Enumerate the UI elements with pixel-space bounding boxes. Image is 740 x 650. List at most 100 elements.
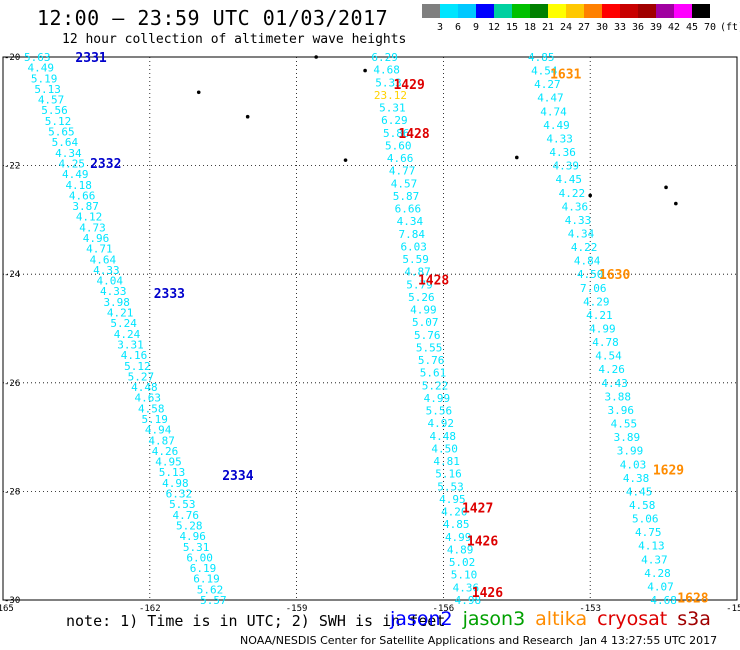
scale-label: 42: [667, 22, 681, 33]
swh-value-cryosat: 6.29: [371, 51, 398, 64]
swh-value-jason2: 5.19: [31, 72, 58, 85]
swh-value-cryosat: 6.66: [395, 203, 422, 216]
scale-label: 3: [436, 22, 444, 33]
swh-value-jason2: 5.13: [159, 466, 186, 479]
swh-value-altika: 4.54: [595, 350, 622, 363]
swh-value-jason2: 5.28: [176, 519, 203, 532]
scale-label: 6: [454, 22, 462, 33]
swh-value-jason2: 5.19: [141, 413, 168, 426]
scale-label: 39: [649, 22, 663, 33]
scale-swatch: [422, 4, 440, 18]
swh-value-altika: 4.85: [528, 51, 555, 64]
swh-value-jason2: 5.56: [41, 104, 68, 117]
scale-swatch: [458, 4, 476, 18]
latitude-label: -28: [4, 487, 20, 497]
swh-value-cryosat: 5.31: [379, 102, 406, 115]
latitude-label: -26: [4, 379, 20, 389]
swh-value-jason2: 4.33: [100, 285, 127, 298]
swh-value-altika: 4.38: [623, 472, 650, 485]
swh-value-cryosat: 6.29: [381, 114, 408, 127]
swh-value-altika: 4.03: [620, 458, 647, 471]
swh-value-altika: 4.13: [638, 540, 665, 553]
scale-label: 18: [523, 22, 537, 33]
swh-value-cryosat: 4.34: [397, 215, 424, 228]
swh-value-jason2: 4.94: [145, 424, 172, 437]
scale-label: 15: [505, 22, 519, 33]
swh-value-altika: 4.22: [571, 241, 598, 254]
swh-value-cryosat: 4.99: [445, 531, 472, 544]
swh-value-jason2: 3.98: [103, 296, 130, 309]
swh-value-altika: 4.45: [626, 485, 653, 498]
pass-number-label: 2333: [154, 287, 185, 302]
swh-value-altika: 4.47: [537, 92, 564, 105]
scale-swatch: [620, 4, 638, 18]
scale-label: 27: [577, 22, 591, 33]
legend-altika: altika: [535, 608, 588, 630]
map-frame: [2, 56, 738, 601]
swh-value-altika: 4.33: [546, 132, 573, 145]
swh-value-jason2: 4.49: [62, 168, 89, 181]
island-marker: [588, 193, 592, 198]
longitude-label: -162: [139, 604, 161, 614]
pass-number-label: 2332: [90, 157, 121, 172]
swh-value-jason2: 4.71: [86, 243, 113, 256]
map-subtitle: 12 hour collection of altimeter wave hei…: [62, 32, 407, 47]
swh-value-jason2: 4.76: [173, 509, 200, 522]
scale-swatch: [602, 4, 620, 18]
swh-value-cryosat: 4.66: [387, 152, 414, 165]
swh-value-jason2: 4.66: [69, 189, 96, 202]
island-marker: [674, 201, 678, 206]
longitude-label: -159: [286, 604, 308, 614]
swh-value-jason2: 5.27: [128, 370, 155, 383]
scale-swatch: [638, 4, 656, 18]
timestamp: Jan 4 13:27:55 UTC 2017: [580, 634, 718, 647]
island-marker: [343, 158, 348, 162]
swh-value-altika: 4.54: [531, 65, 558, 78]
scale-unit: (ft): [720, 22, 740, 33]
swh-value-jason2: 5.65: [48, 126, 75, 139]
swh-value-altika: 4.50: [577, 268, 604, 281]
legend-cryosat: cryosat: [597, 608, 668, 630]
swh-value-cryosat: 5.33: [375, 76, 402, 89]
swh-value-altika: 4.37: [641, 553, 668, 566]
longitude-label: -156: [433, 604, 455, 614]
swh-value-cryosat: 4.57: [391, 177, 418, 190]
latitude-label: -24: [4, 270, 20, 280]
scale-swatch: [476, 4, 494, 18]
swh-value-jason2: 6.32: [166, 488, 193, 501]
swh-value-jason2: 4.49: [27, 62, 54, 75]
scale-label: 70: [703, 22, 717, 33]
legend-jason3: jason3: [462, 608, 526, 630]
scale-swatch: [548, 4, 566, 18]
swh-value-jason2: 4.73: [79, 221, 106, 234]
swh-value-altika: 4.27: [534, 78, 561, 91]
swh-value-altika: 4.21: [586, 309, 613, 322]
swh-value-altika: 4.55: [611, 418, 638, 431]
note-text: note: 1) Time is in UTC; 2) SWH is in fe…: [66, 612, 446, 630]
swh-value-cryosat: 4.99: [424, 392, 451, 405]
swh-value-jason2: 6.00: [186, 551, 213, 564]
swh-value-jason2: 4.12: [76, 211, 103, 224]
map-title: 12:00 – 23:59 UTC 01/03/2017: [37, 6, 389, 30]
swh-value-cryosat: 5.55: [416, 341, 443, 354]
island-marker: [515, 155, 519, 160]
swh-value-jason2: 5.12: [45, 115, 72, 128]
scale-swatch: [440, 4, 458, 18]
swh-value-cryosat: 4.92: [428, 417, 455, 430]
legend-jason2: jason2: [390, 608, 453, 630]
swh-value-jason2: 4.57: [38, 94, 65, 107]
swh-value-jason2: 3.31: [117, 338, 144, 351]
swh-value-cryosat: 4.85: [443, 518, 470, 531]
swh-value-cryosat: 5.87: [393, 190, 420, 203]
swh-value-jason2: 6.19: [190, 562, 217, 575]
swh-value-cryosat: 5.56: [426, 405, 453, 418]
latitude-label: -30: [4, 596, 20, 606]
credit-text: NOAA/NESDIS Center for Satellite Applica…: [240, 634, 574, 647]
swh-value-cryosat: 5.16: [435, 468, 462, 481]
island-marker: [245, 114, 250, 119]
swh-value-jason2: 4.87: [148, 434, 175, 447]
legend-s3a: s3a: [677, 608, 711, 630]
swh-value-jason2: 4.64: [90, 253, 117, 266]
swh-value-jason2: 4.25: [59, 157, 86, 170]
